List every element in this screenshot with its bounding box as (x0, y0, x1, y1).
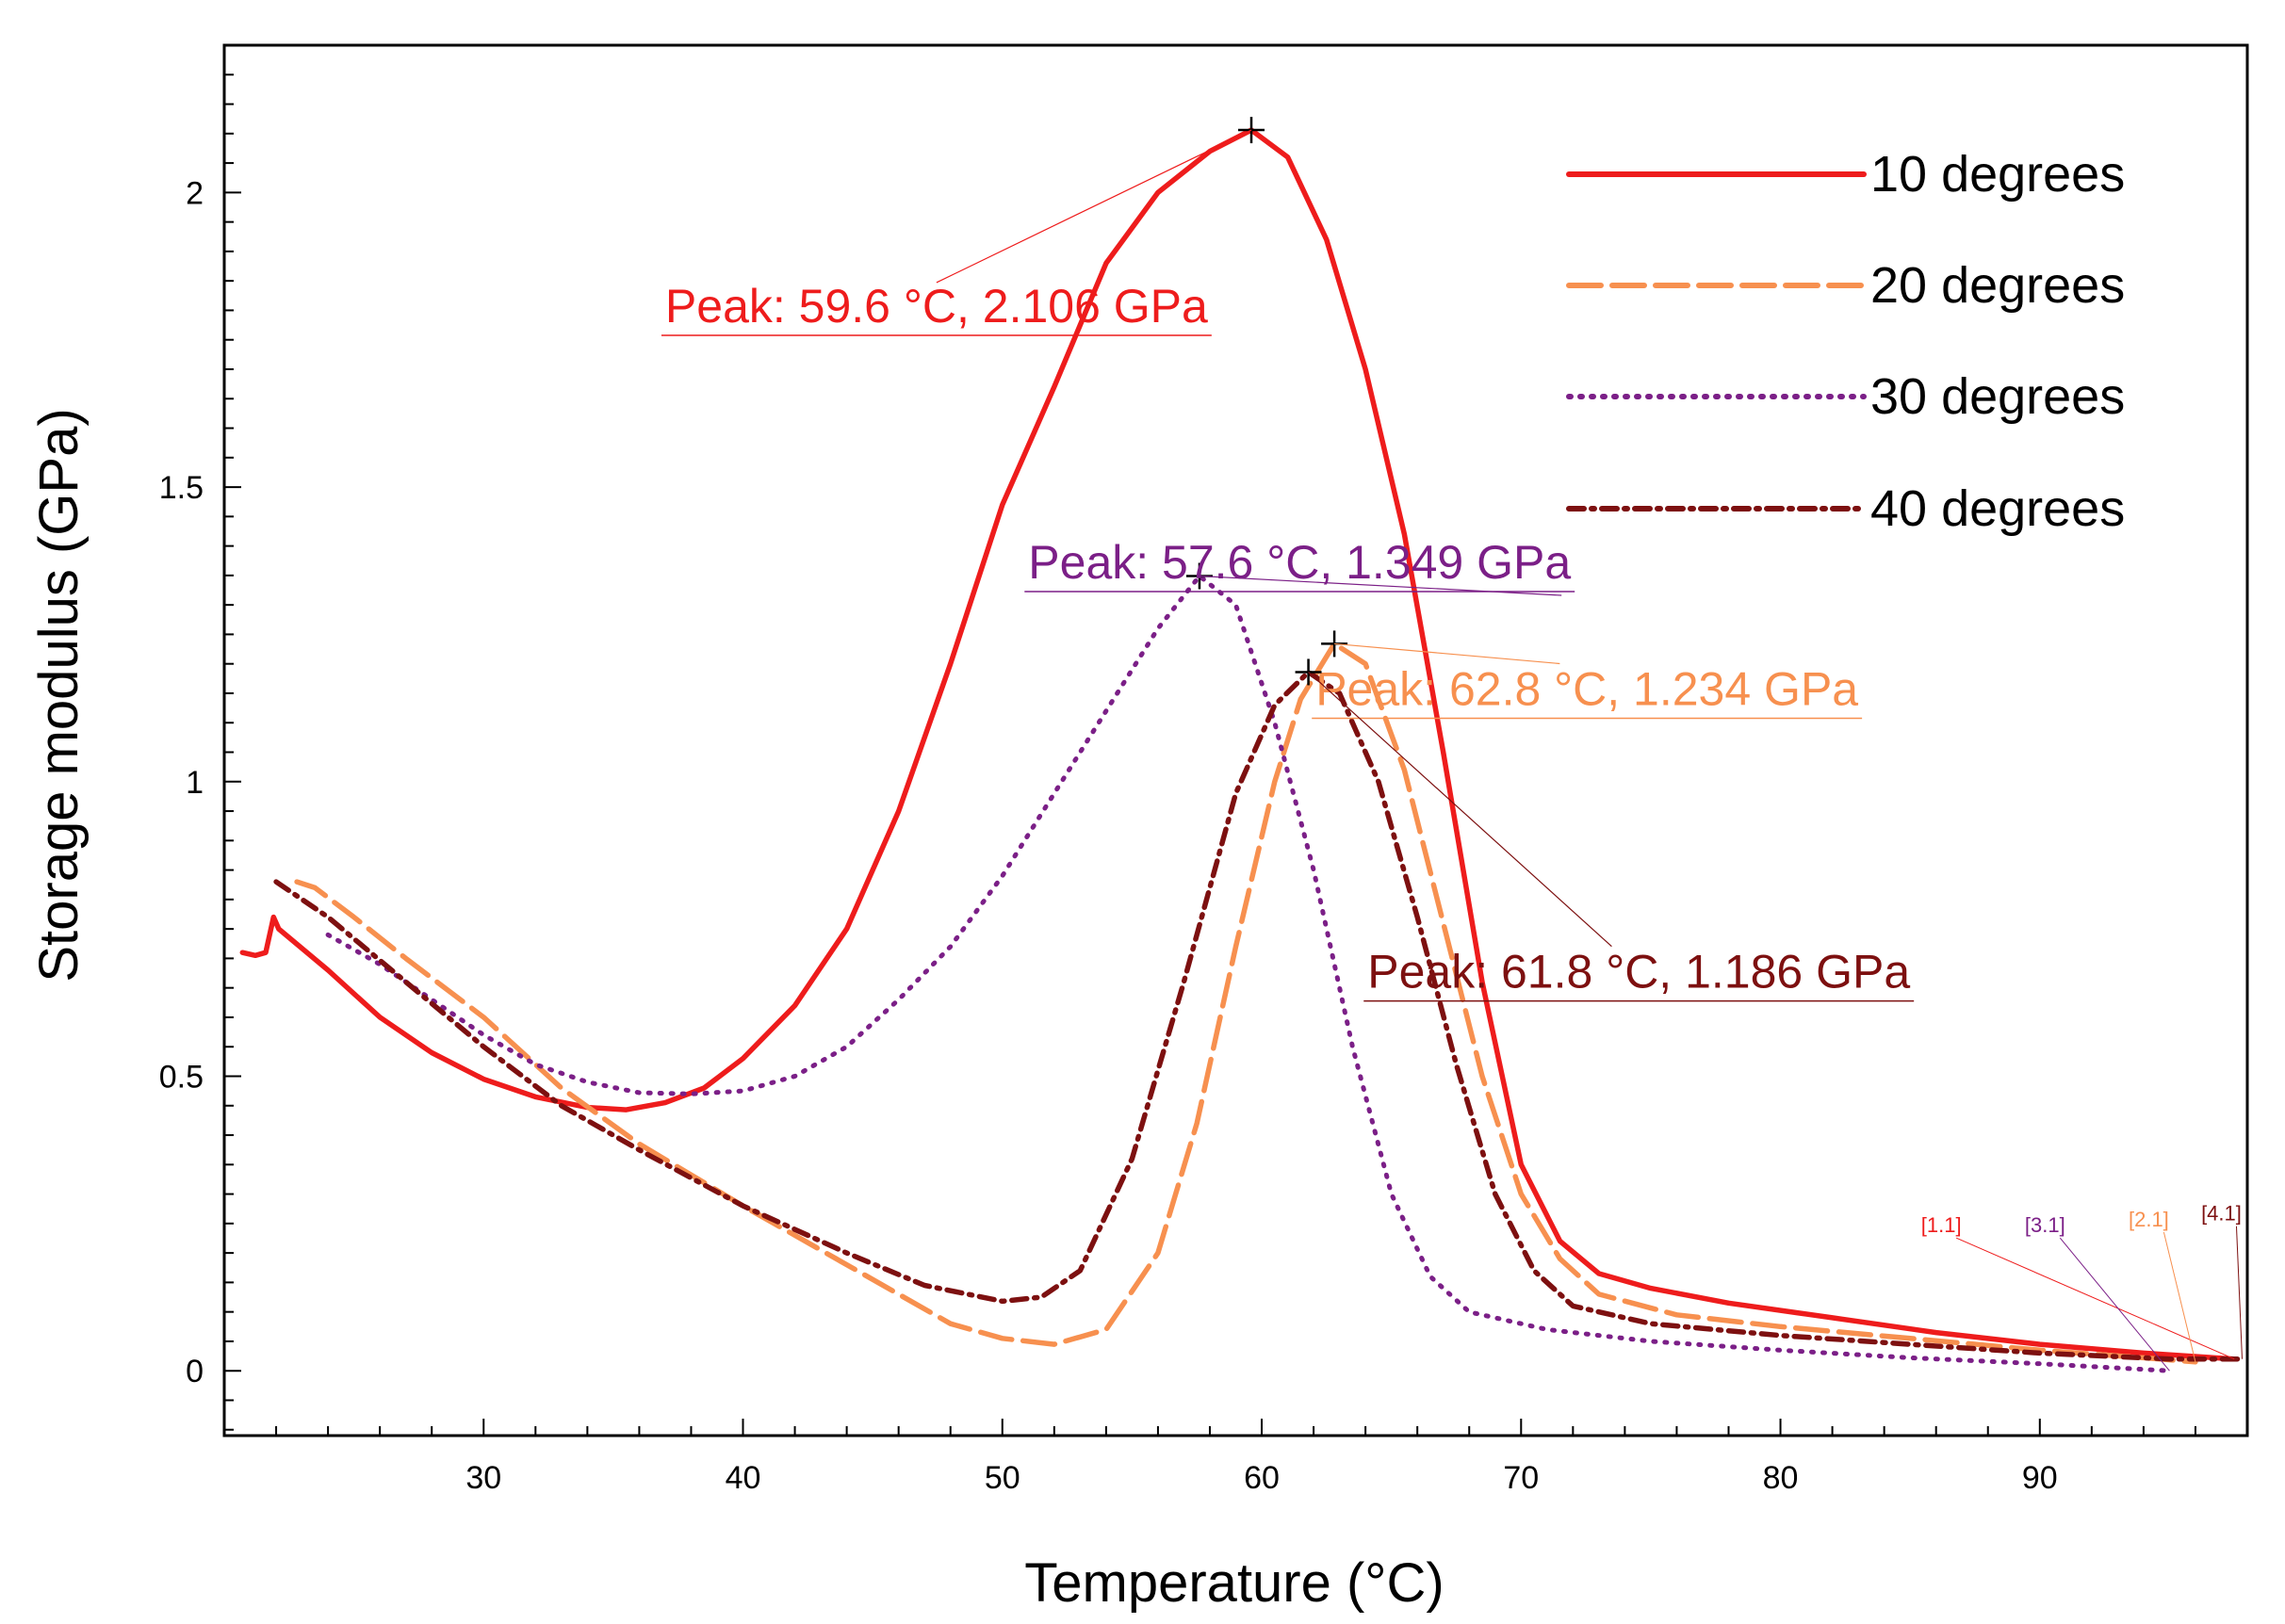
peak-leader (1199, 575, 1562, 596)
peak-leader (1334, 642, 1560, 665)
legend-label-1: 10 degrees (1870, 146, 2125, 203)
x-tick-label: 90 (2022, 1460, 2058, 1496)
peak-20-label: Peak: 62.8 °C, 1.234 GPa (1315, 662, 1858, 715)
y-tick-label: 0 (186, 1354, 204, 1389)
plot-frame (222, 43, 2249, 1437)
x-axis: 30 40 50 60 70 80 90 (275, 1419, 2248, 1496)
y-tick-label: 2 (186, 175, 204, 211)
legend: 10 degrees 20 degrees 30 degrees 40 degrees (1566, 146, 2125, 537)
y-tick-label: 1 (186, 765, 204, 801)
x-tick-label: 70 (1503, 1460, 1539, 1496)
x-tick-label: 40 (726, 1460, 761, 1496)
y-tick-label: 1.5 (159, 470, 204, 506)
series-end-label: [1.1] (1921, 1213, 1962, 1237)
series-line-4 (273, 669, 2245, 1362)
series-line-3 (325, 574, 2172, 1373)
end-label-leader (2163, 1231, 2196, 1362)
series-end-label: [2.1] (2129, 1208, 2169, 1231)
x-tick-label: 30 (465, 1460, 501, 1496)
end-label-leader (2059, 1237, 2170, 1372)
peak-40-label: Peak: 61.8 °C, 1.186 GPa (1367, 946, 1910, 999)
peak-leader (1308, 672, 1612, 948)
x-tick-label: 80 (1763, 1460, 1799, 1496)
x-tick-label: 50 (985, 1460, 1020, 1496)
series-end-label: [4.1] (2201, 1202, 2242, 1226)
annotation-layer: Peak: 59.6 °C, 2.106 GPa Peak: 57.6 °C, 1… (661, 117, 1915, 1002)
legend-label-3: 30 degrees (1870, 368, 2125, 425)
y-axis-title: Storage modulus (GPa) (28, 408, 90, 982)
x-tick-label: 60 (1244, 1460, 1280, 1496)
series-line-2 (294, 641, 2198, 1365)
x-axis-title: Temperature (°C) (1024, 1552, 1444, 1614)
peak-leader (936, 129, 1252, 284)
series-line-1 (239, 127, 2237, 1362)
plot-area (222, 43, 2249, 1437)
series-layer: [1.1] [2.1] [3.1] [4.1] (239, 127, 2245, 1373)
series-end-label: [3.1] (2025, 1213, 2065, 1237)
legend-label-2: 20 degrees (1870, 257, 2125, 314)
y-axis: 0 0.5 1 1.5 2 (159, 73, 241, 1431)
y-tick-label: 0.5 (159, 1059, 204, 1095)
end-label-leader (2235, 1226, 2243, 1359)
peak-10-label: Peak: 59.6 °C, 2.106 GPa (665, 280, 1208, 333)
peak-30-label: Peak: 57.6 °C, 1.349 GPa (1028, 536, 1571, 589)
legend-label-4: 40 degrees (1870, 480, 2125, 537)
end-label-leader (1955, 1237, 2235, 1360)
